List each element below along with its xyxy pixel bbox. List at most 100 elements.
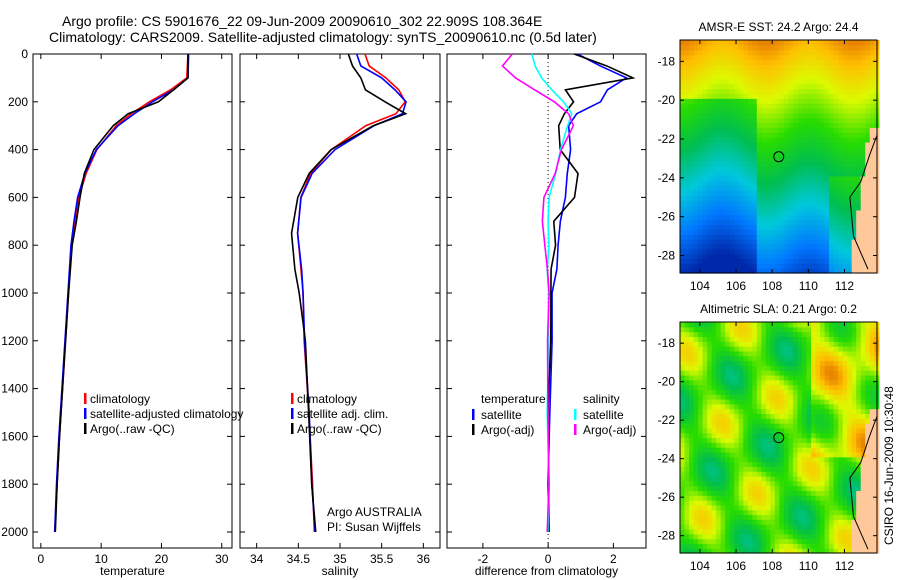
map-cell	[783, 69, 790, 75]
map-cell	[765, 389, 771, 395]
map-cell	[684, 350, 690, 357]
map-cell	[856, 248, 862, 255]
map-cell	[783, 389, 790, 395]
map-cell	[725, 103, 731, 109]
map-cell	[788, 205, 794, 211]
map-cell	[756, 175, 762, 182]
map-cell	[797, 427, 803, 434]
map-cell	[824, 548, 830, 554]
map-cell	[833, 190, 839, 196]
map-cell	[842, 49, 848, 56]
map-cell	[801, 418, 808, 424]
map-cell	[693, 543, 699, 549]
map-cell	[806, 524, 812, 530]
map-cell	[856, 528, 862, 535]
map-cell	[820, 253, 826, 260]
map-cell	[820, 234, 826, 240]
map-cell	[743, 403, 749, 410]
map-cell	[779, 461, 785, 467]
series-line-climatology	[296, 53, 407, 533]
map-cell	[860, 519, 866, 525]
map-cell	[774, 137, 781, 143]
map-cell	[707, 408, 713, 415]
map-cell	[774, 185, 781, 192]
map-cell	[738, 175, 744, 182]
map-cell	[856, 141, 862, 148]
map-cell	[851, 146, 857, 153]
map-cell	[869, 533, 875, 540]
map-cell	[792, 379, 799, 386]
map-cell	[702, 253, 708, 260]
x-tick-label: 108	[762, 559, 782, 573]
map-cell	[734, 239, 740, 245]
map-cell	[824, 456, 830, 463]
map-cell	[711, 54, 717, 61]
map-cell	[684, 442, 690, 448]
map-cell	[743, 83, 749, 90]
map-cell	[842, 258, 848, 264]
map-cell	[711, 509, 717, 516]
map-cell	[847, 69, 853, 75]
map-cell	[747, 423, 753, 429]
map-cell	[774, 504, 781, 511]
map-cell	[820, 171, 826, 177]
map-cell	[788, 355, 794, 362]
map-cell	[693, 44, 699, 51]
map-cell	[725, 180, 731, 187]
map-cell	[860, 394, 866, 400]
map-cell	[698, 418, 704, 424]
map-cell	[765, 485, 771, 492]
map-cell	[815, 175, 821, 182]
map-cell	[829, 336, 835, 342]
map-cell	[779, 64, 785, 70]
map-cell	[725, 54, 731, 61]
map-cell	[680, 103, 686, 109]
map-cell	[851, 224, 857, 230]
map-cell	[693, 185, 699, 192]
map-cell	[770, 195, 776, 201]
map-cell	[792, 432, 799, 439]
map-cell	[684, 224, 690, 230]
map-cell	[770, 107, 776, 114]
map-cell	[711, 180, 717, 187]
map-cell	[869, 190, 875, 196]
map-cell	[824, 322, 830, 328]
map-cell	[869, 171, 875, 177]
map-cell	[770, 64, 776, 70]
map-cell	[847, 322, 853, 328]
map-cell	[774, 112, 781, 119]
y-tick-label: 1600	[1, 429, 28, 443]
map-cell	[779, 103, 785, 109]
map-cell	[774, 40, 781, 46]
map-cell	[801, 190, 808, 196]
map-cell	[829, 161, 835, 167]
map-cell	[865, 533, 871, 540]
map-cell	[680, 384, 686, 390]
map-cell	[747, 248, 753, 255]
map-cell	[833, 326, 839, 333]
map-cell	[698, 64, 704, 70]
map-cell	[698, 248, 704, 255]
map-cell	[716, 548, 722, 554]
map-cell	[783, 514, 790, 520]
map-cell	[756, 423, 762, 429]
map-cell	[756, 413, 762, 419]
map-cell	[729, 258, 735, 264]
map-cell	[783, 258, 790, 264]
map-cell	[783, 263, 790, 269]
map-cell	[865, 399, 871, 405]
map-cell	[720, 151, 726, 158]
map-cell	[702, 437, 708, 443]
map-cell	[779, 171, 785, 177]
map-cell	[869, 413, 875, 419]
map-cell	[729, 427, 735, 434]
map-cell	[783, 418, 790, 424]
map-cell	[820, 151, 826, 158]
map-cell	[842, 519, 848, 525]
map-cell	[869, 224, 875, 230]
map-cell	[689, 93, 695, 99]
map-cell	[811, 200, 817, 206]
map-cell	[815, 190, 821, 196]
map-cell	[811, 83, 817, 90]
map-cell	[847, 112, 853, 119]
